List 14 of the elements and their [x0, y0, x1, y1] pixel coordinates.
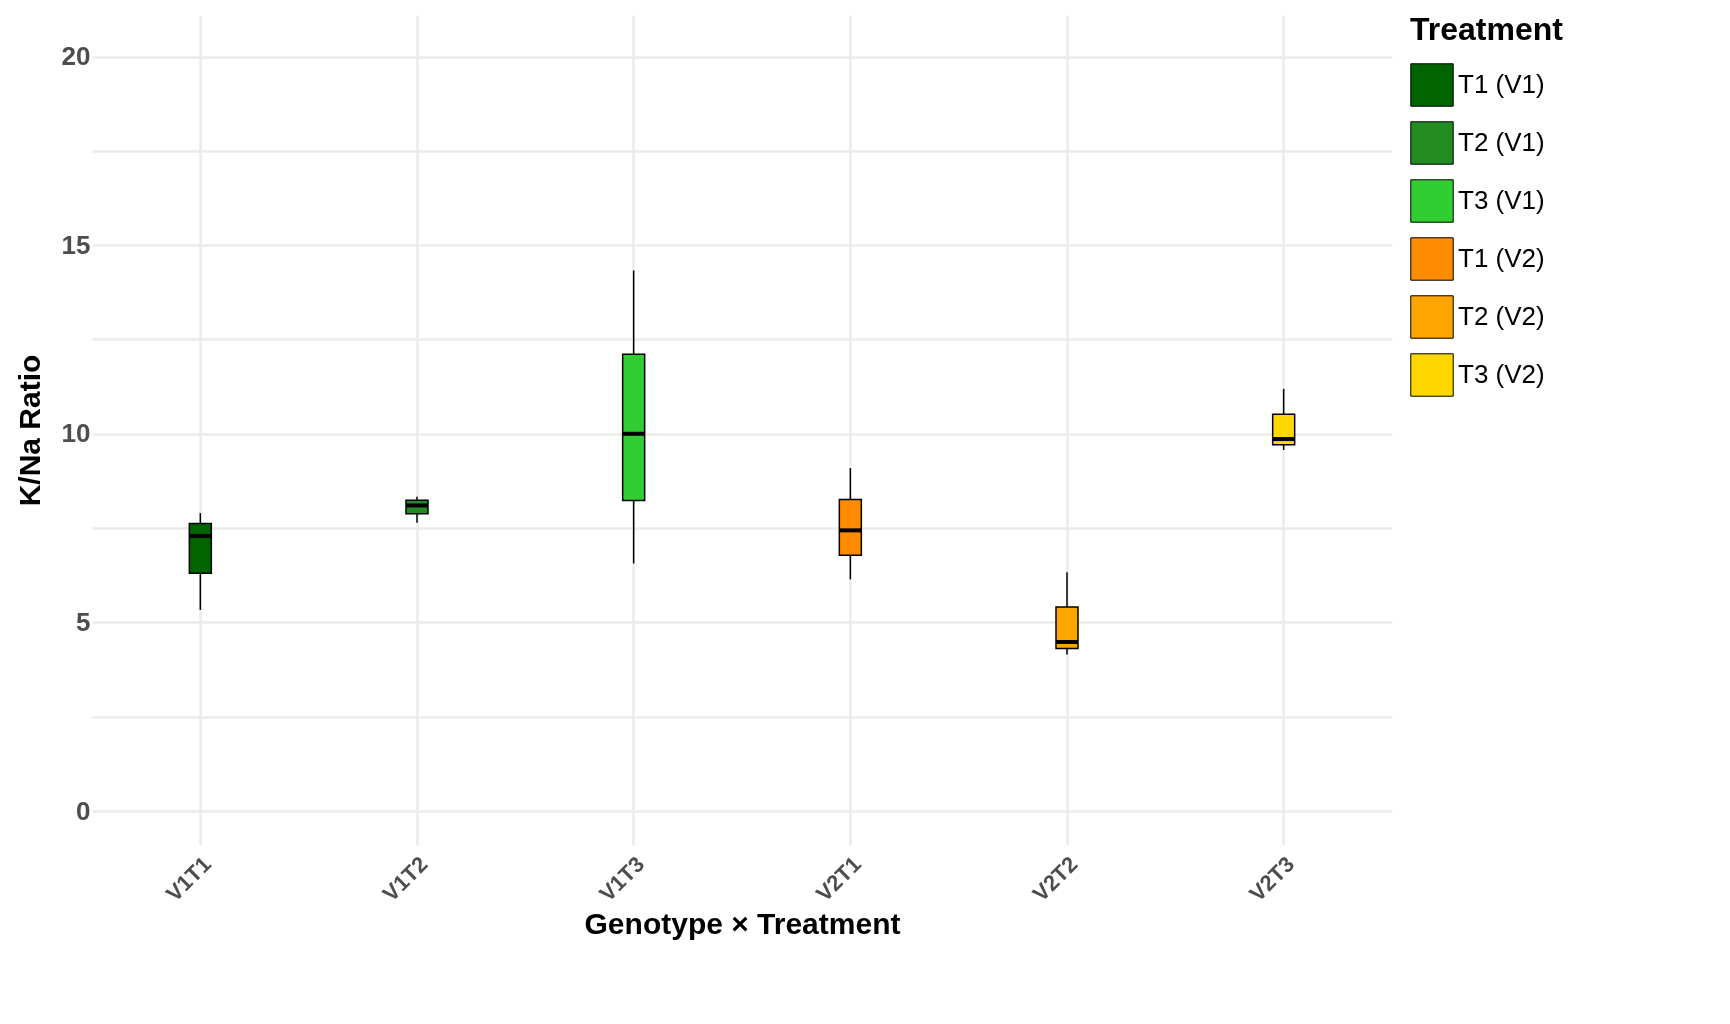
y-tick-label: 0	[76, 795, 91, 826]
y-tick-label: 5	[76, 606, 91, 637]
y-tick-label: 10	[61, 418, 91, 449]
x-axis-title: Genotype × Treatment	[584, 906, 901, 940]
legend-label: T2 (V1)	[1458, 127, 1545, 157]
legend-label: T1 (V2)	[1458, 243, 1545, 273]
y-axis-title: K/Na Ratio	[12, 354, 46, 507]
legend-title: Treatment	[1410, 11, 1564, 47]
legend-label: T1 (V1)	[1458, 69, 1545, 99]
y-tick-label: 15	[61, 229, 91, 260]
legend-label: T2 (V2)	[1458, 301, 1545, 331]
y-tick-label: 20	[61, 41, 91, 71]
legend-label: T3 (V1)	[1458, 185, 1545, 215]
legend-label: T3 (V2)	[1458, 359, 1545, 389]
